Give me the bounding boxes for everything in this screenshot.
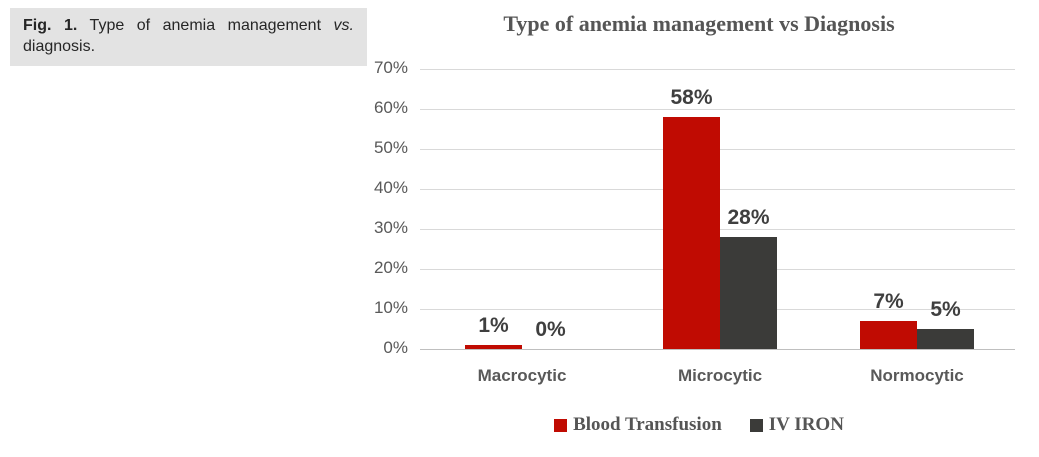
x-axis-line [420, 349, 1015, 350]
y-axis-tick-label: 60% [373, 98, 408, 117]
y-axis-tick-label: 10% [373, 298, 408, 317]
y-axis-tick-label: 50% [373, 138, 408, 157]
plot-area: 0% 10% 20% 30% 40% 50% 60% 70% Macrocytic 1% 0% Mic… [374, 58, 1015, 385]
bar-microcytic-iv-iron [720, 237, 777, 349]
x-axis-category-label: Macrocytic [477, 366, 567, 385]
legend-label-blood-transfusion: Blood Transfusion [573, 414, 722, 435]
data-label-normocytic-iv-iron: 5% [930, 298, 961, 321]
bar-microcytic-blood-transfusion [663, 117, 720, 349]
x-axis-category-label: Microcytic [677, 366, 763, 385]
y-gridline [420, 69, 1015, 70]
figure-caption-text: Type of anemia management [89, 17, 322, 34]
figure-caption-tail: diagnosis. [23, 38, 96, 55]
bar-chart: Type of anemia management vs Diagnosis 0… [374, 0, 1039, 457]
data-label-macrocytic-blood-transfusion: 1% [478, 314, 509, 337]
y-axis-tick-label: 30% [373, 218, 408, 237]
bar-normocytic-blood-transfusion [860, 321, 917, 349]
y-axis-tick-label: 70% [373, 58, 408, 77]
legend-swatch-iv-iron [749, 418, 763, 432]
figure-caption-number: Fig. 1. [23, 17, 78, 34]
y-axis-tick-label: 40% [373, 178, 408, 197]
y-axis-tick-label: 20% [373, 258, 408, 277]
data-label-microcytic-iv-iron: 28% [727, 206, 770, 229]
data-label-normocytic-blood-transfusion: 7% [873, 290, 904, 313]
chart-title: Type of anemia management vs Diagnosis [503, 11, 895, 36]
legend-swatch-blood-transfusion [554, 418, 568, 432]
y-axis-tick-label: 0% [383, 338, 408, 357]
figure-caption: Fig. 1. Type of anemia management vs. di… [10, 8, 367, 66]
y-gridline [420, 109, 1015, 110]
bar-macrocytic-blood-transfusion [465, 345, 522, 349]
legend-item-blood-transfusion: Blood Transfusion [554, 414, 722, 436]
data-label-macrocytic-iv-iron: 0% [535, 318, 566, 341]
bar-normocytic-iv-iron [917, 329, 974, 349]
legend-item-iv-iron: IV IRON [749, 414, 844, 436]
legend-label-iv-iron: IV IRON [768, 414, 844, 435]
chart-legend: Blood Transfusion IV IRON [383, 414, 1015, 436]
figure-caption-vs: vs. [333, 17, 354, 34]
x-axis-category-label: Normocytic [870, 366, 964, 385]
data-label-microcytic-blood-transfusion: 58% [670, 86, 713, 109]
